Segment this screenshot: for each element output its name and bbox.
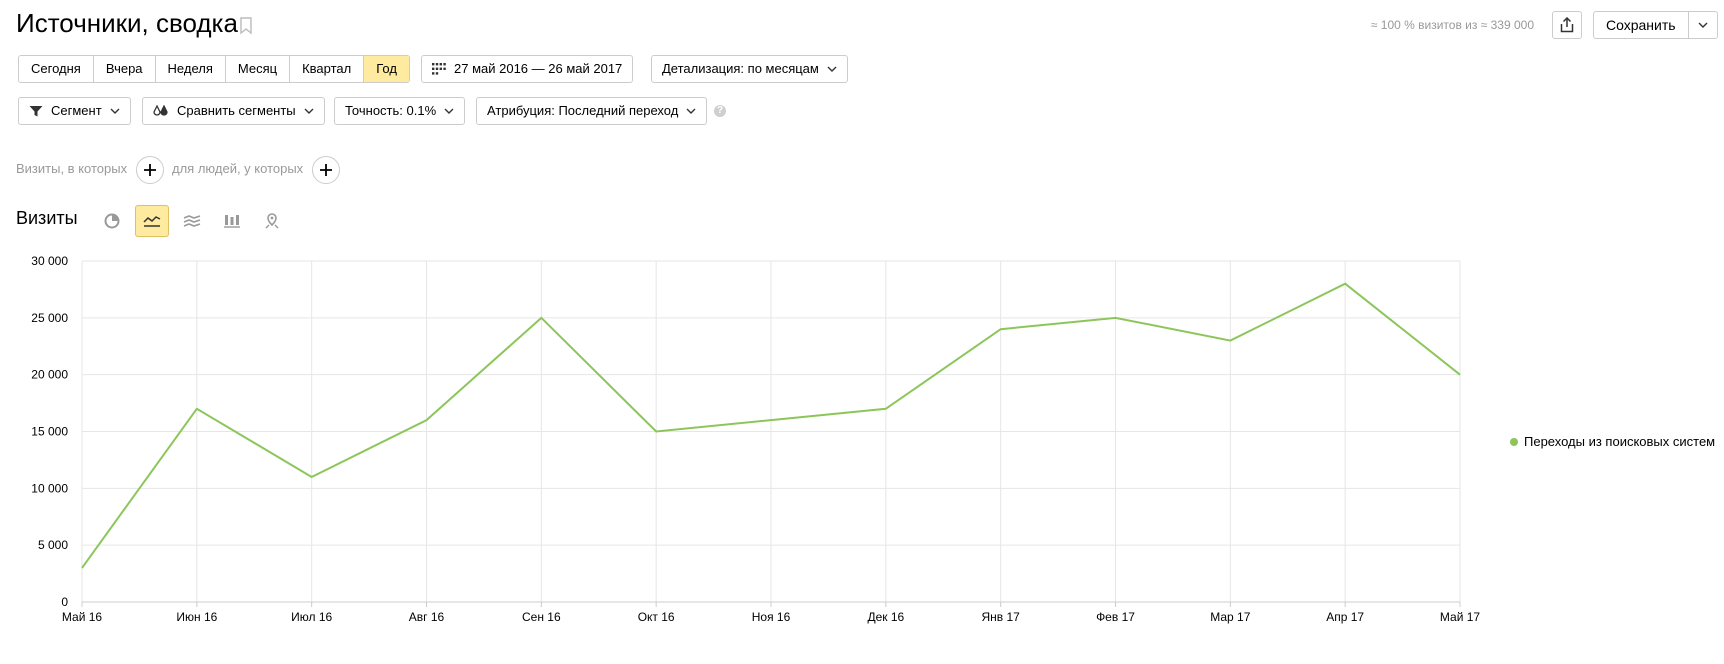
filter-icon	[29, 105, 43, 117]
line-chart-icon	[143, 216, 161, 227]
x-tick-label: Дек 16	[867, 610, 904, 624]
detail-dropdown[interactable]: Детализация: по месяцам	[651, 55, 848, 83]
period-button[interactable]: Год	[364, 56, 409, 82]
page-title: Источники, сводка	[16, 8, 238, 38]
x-tick-label: Янв 17	[981, 610, 1020, 624]
date-range-label: 27 май 2016 — 26 май 2017	[454, 61, 623, 76]
chevron-down-icon	[110, 108, 120, 114]
pie-chart-icon	[104, 213, 120, 229]
x-tick-label: Май 17	[1440, 610, 1481, 624]
compare-label: Сравнить сегменты	[177, 103, 296, 118]
x-tick-label: Фев 17	[1096, 610, 1135, 624]
chevron-down-icon	[304, 108, 314, 114]
bookmark-icon[interactable]	[239, 17, 253, 35]
x-tick-label: Окт 16	[638, 610, 675, 624]
visits-line-chart: 0 5 000 10 000 15 000 20 000 25 000 30 000 Май …	[31, 254, 1481, 624]
map-view-button[interactable]	[255, 205, 289, 237]
line-chart-view-button[interactable]	[135, 205, 169, 237]
detail-label: Детализация: по месяцам	[662, 61, 819, 76]
period-button[interactable]: Квартал	[290, 56, 365, 82]
x-tick-label: Июл 16	[291, 610, 332, 624]
y-tick-label: 10 000	[31, 481, 68, 495]
bar-chart-icon	[224, 215, 240, 228]
help-icon[interactable]: ?	[714, 105, 726, 117]
y-tick-label: 25 000	[31, 311, 68, 325]
x-tick-label: Авг 16	[409, 610, 445, 624]
share-icon	[1553, 12, 1581, 38]
add-people-condition-button[interactable]	[312, 156, 340, 184]
map-icon	[265, 213, 279, 229]
compare-icon	[153, 105, 169, 117]
legend-marker	[1510, 437, 1518, 446]
attribution-label: Атрибуция: Последний переход	[487, 103, 679, 118]
people-filter-label: для людей, у которых	[172, 161, 304, 176]
plus-icon	[144, 164, 156, 176]
x-tick-label: Сен 16	[522, 610, 561, 624]
date-range-button[interactable]: 27 май 2016 — 26 май 2017	[421, 55, 634, 83]
segment-label: Сегмент	[51, 103, 102, 118]
y-tick-label: 15 000	[31, 425, 68, 439]
period-button[interactable]: Неделя	[156, 56, 226, 82]
attribution-dropdown[interactable]: Атрибуция: Последний переход	[476, 97, 708, 125]
legend-label: Переходы из поисковых систем	[1524, 434, 1716, 449]
y-tick-label: 30 000	[31, 254, 68, 268]
accuracy-dropdown[interactable]: Точность: 0.1%	[334, 97, 466, 125]
chart-section-title: Визиты	[16, 208, 78, 228]
chevron-down-icon	[1698, 22, 1708, 28]
plus-icon	[320, 164, 332, 176]
x-tick-label: Май 16	[62, 610, 103, 624]
bar-chart-view-button[interactable]	[215, 205, 249, 237]
calendar-icon	[432, 63, 446, 75]
pie-chart-view-button[interactable]	[95, 205, 129, 237]
area-chart-view-button[interactable]	[175, 205, 209, 237]
x-tick-label: Апр 17	[1326, 610, 1364, 624]
period-button[interactable]: Сегодня	[19, 56, 94, 82]
period-button[interactable]: Месяц	[226, 56, 291, 82]
accuracy-label: Точность: 0.1%	[345, 103, 437, 118]
period-selector: Сегодня Вчера Неделя Месяц Квартал Год	[18, 55, 410, 83]
y-tick-label: 5 000	[38, 538, 68, 552]
x-tick-label: Июн 16	[176, 610, 217, 624]
chart-legend[interactable]: Переходы из поисковых систем	[1510, 434, 1715, 449]
period-button[interactable]: Вчера	[94, 56, 156, 82]
compare-segments-button[interactable]: Сравнить сегменты	[142, 97, 325, 125]
chevron-down-icon	[827, 66, 837, 72]
save-button[interactable]: Сохранить	[1594, 12, 1689, 38]
y-tick-label: 20 000	[31, 368, 68, 382]
save-button-group: Сохранить	[1593, 11, 1718, 39]
visits-filter-label: Визиты, в которых	[16, 161, 128, 176]
area-chart-icon	[183, 215, 201, 227]
chevron-down-icon	[444, 108, 454, 114]
x-tick-label: Мар 17	[1210, 610, 1250, 624]
share-button[interactable]	[1552, 11, 1582, 39]
x-tick-label: Ноя 16	[752, 610, 791, 624]
add-visit-condition-button[interactable]	[136, 156, 164, 184]
chevron-down-icon	[686, 108, 696, 114]
y-tick-label: 0	[61, 595, 68, 609]
visits-info: ≈ 100 % визитов из ≈ 339 000	[1370, 18, 1534, 32]
segment-button[interactable]: Сегмент	[18, 97, 131, 125]
save-menu-button[interactable]	[1689, 12, 1717, 38]
